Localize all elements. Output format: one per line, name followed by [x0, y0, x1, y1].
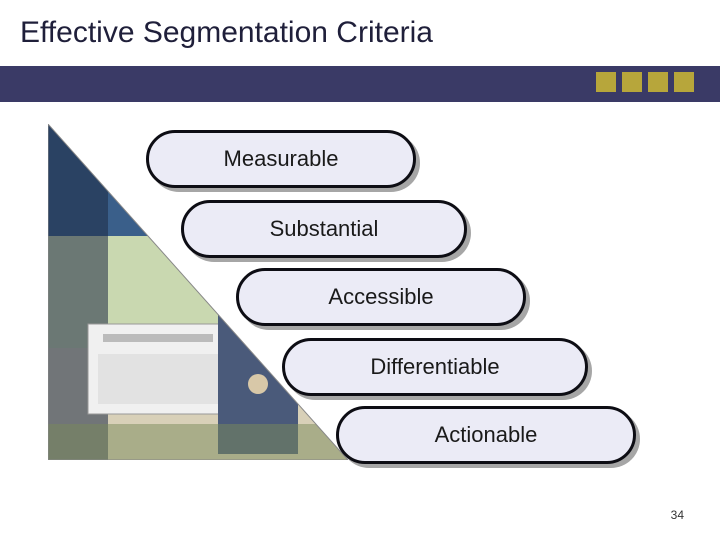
criteria-pill: Measurable	[146, 130, 416, 188]
criteria-pill-label: Substantial	[270, 216, 379, 242]
slide-title: Effective Segmentation Criteria	[20, 16, 433, 50]
accent-square	[648, 72, 668, 92]
accent-square	[674, 72, 694, 92]
criteria-pill: Actionable	[336, 406, 636, 464]
criteria-pill-label: Accessible	[328, 284, 433, 310]
criteria-pill-label: Actionable	[435, 422, 538, 448]
accent-square	[596, 72, 616, 92]
criteria-pill: Differentiable	[282, 338, 588, 396]
criteria-pill: Accessible	[236, 268, 526, 326]
criteria-pill: Substantial	[181, 200, 467, 258]
page-number: 34	[671, 508, 684, 522]
slide: Effective Segmentation Criteria Measurab…	[0, 0, 720, 540]
accent-square	[622, 72, 642, 92]
criteria-pill-label: Differentiable	[370, 354, 499, 380]
accent-squares	[596, 72, 694, 92]
criteria-pill-label: Measurable	[224, 146, 339, 172]
